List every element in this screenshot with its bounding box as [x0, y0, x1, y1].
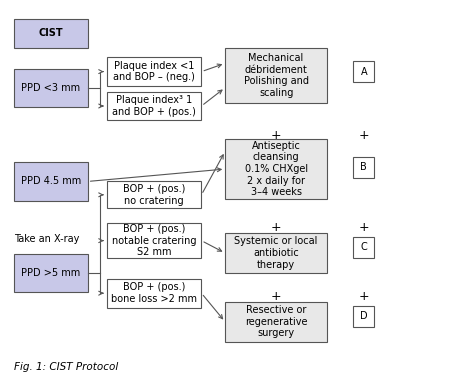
Text: +: + [271, 221, 281, 234]
Bar [353, 61, 374, 82]
Text: Plaque index³ 1
and BOP + (pos.): Plaque index³ 1 and BOP + (pos.) [112, 95, 196, 117]
Text: PPD <3 mm: PPD <3 mm [21, 83, 81, 93]
Bar [14, 19, 88, 48]
Bar [225, 48, 327, 103]
Bar [107, 92, 201, 120]
Text: BOP + (pos.)
bone loss >2 mm: BOP + (pos.) bone loss >2 mm [111, 282, 197, 304]
Text: +: + [271, 129, 281, 142]
Text: BOP + (pos.)
no cratering: BOP + (pos.) no cratering [123, 184, 185, 206]
Text: Systemic or local
antibiotic
therapy: Systemic or local antibiotic therapy [235, 236, 318, 270]
Text: +: + [359, 129, 369, 142]
Text: +: + [359, 221, 369, 234]
Bar [14, 162, 88, 201]
Bar [225, 233, 327, 273]
Text: Fig. 1: CIST Protocol: Fig. 1: CIST Protocol [14, 362, 118, 372]
Bar [14, 69, 88, 107]
Text: BOP + (pos.)
notable cratering
S2 mm: BOP + (pos.) notable cratering S2 mm [112, 224, 196, 257]
Bar [225, 302, 327, 342]
Text: +: + [271, 290, 281, 303]
Text: Antiseptic
cleansing
0.1% CHXgel
2 x daily for
3–4 weeks: Antiseptic cleansing 0.1% CHXgel 2 x dai… [245, 141, 308, 197]
Text: D: D [360, 311, 368, 321]
Text: C: C [360, 242, 367, 253]
Text: Plaque index <1
and BOP – (neg.): Plaque index <1 and BOP – (neg.) [113, 61, 195, 83]
Bar [107, 181, 201, 208]
Text: B: B [360, 162, 367, 172]
Text: A: A [361, 66, 367, 77]
Text: +: + [359, 290, 369, 303]
Text: Mechanical
débridement
Polishing and
scaling: Mechanical débridement Polishing and sca… [244, 53, 309, 98]
Bar [353, 306, 374, 327]
Text: CIST: CIST [39, 28, 63, 39]
Text: Resective or
regenerative
surgery: Resective or regenerative surgery [245, 305, 307, 338]
Bar [353, 157, 374, 178]
Bar [353, 237, 374, 258]
Text: PPD 4.5 mm: PPD 4.5 mm [21, 176, 81, 186]
Bar [107, 223, 201, 258]
Bar [225, 139, 327, 199]
Bar [107, 57, 201, 86]
Text: Take an X-ray: Take an X-ray [14, 234, 80, 244]
Bar [107, 279, 201, 308]
Text: PPD >5 mm: PPD >5 mm [21, 268, 81, 278]
Bar [14, 254, 88, 292]
